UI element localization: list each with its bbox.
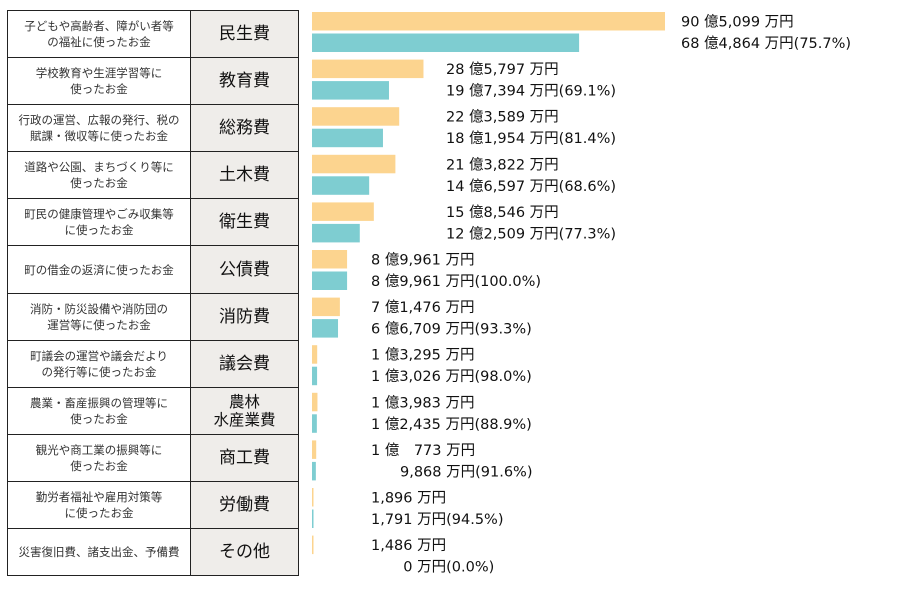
bar-spent [312, 509, 314, 528]
label-budget: 15 億8,546 万円 [446, 204, 559, 221]
table-row: 消防・防災設備や消防団の 運営等に使ったお金 消防費 [8, 293, 299, 341]
bar-budget [312, 202, 374, 221]
label-budget: 1,896 万円 [371, 491, 446, 507]
label-spent: 0 万円(0.0%) [403, 560, 494, 576]
label-budget: 90 億5,099 万円 [681, 14, 794, 31]
row-description: 子どもや高齢者、障がい者等 の福祉に使ったお金 [8, 11, 191, 58]
label-budget: 8 億9,961 万円 [371, 252, 474, 269]
label-budget: 1 億3,983 万円 [371, 394, 474, 411]
bar-spent [312, 128, 383, 148]
label-spent: 1 億2,435 万円(88.9%) [371, 416, 532, 433]
label-spent: 12 億2,509 万円(77.3%) [446, 225, 616, 242]
label-budget: 1,486 万円 [371, 538, 446, 554]
table-row: 町民の健康管理やごみ収集等 に使ったお金 衛生費 [8, 199, 299, 247]
label-spent: 8 億9,961 万円(100.0%) [371, 273, 541, 290]
bar-spent [312, 319, 339, 338]
row-description: 農業・畜産振興の管理等に 使ったお金 [8, 387, 191, 434]
bar-budget [312, 440, 317, 459]
bar-budget [312, 107, 400, 126]
table-row: 観光や商工業の振興等に 使ったお金 商工費 [8, 434, 299, 482]
bar-spent [312, 366, 318, 386]
row-description: 災害復旧費、諸支出金、予備費 [8, 529, 191, 576]
row-description: 町の借金の返済に使ったお金 [8, 246, 191, 293]
bar-spent [312, 176, 370, 195]
bar-budget [312, 392, 318, 412]
label-spent: 1 億3,026 万円(98.0%) [371, 368, 532, 385]
table-row: 子どもや高齢者、障がい者等 の福祉に使ったお金 民生費 [8, 11, 299, 59]
table-row: 町議会の運営や議会だより の発行等に使ったお金 議会費 [8, 340, 299, 388]
row-description: 行政の運営、広報の発行、税の 賦課・徴収等に使ったお金 [8, 105, 191, 152]
label-spent: 14 億6,597 万円(68.6%) [446, 178, 616, 195]
label-spent: 1,791 万円(94.5%) [371, 512, 504, 528]
bar-spent [312, 81, 389, 100]
row-category: 労働費 [191, 481, 299, 529]
row-description: 消防・防災設備や消防団の 運営等に使ったお金 [8, 293, 191, 340]
row-description: 町議会の運営や議会だより の発行等に使ったお金 [8, 340, 191, 387]
table-row: 行政の運営、広報の発行、税の 賦課・徴収等に使ったお金 総務費 [8, 105, 299, 153]
label-budget: 7 億1,476 万円 [371, 299, 474, 316]
label-budget: 21 億3,822 万円 [446, 156, 559, 173]
bar-budget [312, 154, 396, 174]
label-budget: 28 億5,797 万円 [446, 61, 559, 78]
row-description: 学校教育や生涯学習等に 使ったお金 [8, 58, 191, 105]
label-spent: 18 億1,954 万円(81.4%) [446, 130, 616, 147]
row-description: 町民の健康管理やごみ収集等 に使ったお金 [8, 199, 191, 246]
bar-spent [312, 223, 360, 243]
label-budget: 1 億 773 万円 [371, 442, 475, 459]
label-budget: 1 億3,295 万円 [371, 347, 474, 364]
row-category: 総務費 [191, 105, 299, 152]
bar-budget [312, 12, 665, 31]
category-table: 子どもや高齢者、障がい者等 の福祉に使ったお金 民生費 学校教育や生涯学習等に 使っ… [7, 10, 299, 577]
row-category: 消防費 [191, 293, 299, 340]
bar-spent [312, 271, 348, 290]
table-row: 道路や公園、まちづくり等に 使ったお金 土木費 [8, 152, 299, 200]
bar-budget [312, 345, 318, 364]
bar-spent [312, 461, 316, 481]
row-category: 土木費 [191, 152, 299, 199]
row-category: 商工費 [191, 434, 299, 481]
row-category: 公債費 [191, 246, 299, 293]
bar-budget [312, 250, 348, 269]
bar-budget [312, 488, 314, 507]
row-category: 教育費 [191, 58, 299, 105]
row-category: 農林 水産業費 [191, 387, 299, 434]
label-spent: 68 億4,864 万円(75.7%) [681, 35, 851, 52]
table-row: 災害復旧費、諸支出金、予備費 その他 [8, 529, 299, 577]
bar-spent [312, 33, 580, 52]
label-spent: 9,868 万円(91.6%) [400, 464, 533, 480]
table-row: 学校教育や生涯学習等に 使ったお金 教育費 [8, 58, 299, 106]
row-description: 観光や商工業の振興等に 使ったお金 [8, 434, 191, 481]
label-budget: 22 億3,589 万円 [446, 109, 559, 126]
bar-spent [312, 414, 317, 433]
table-row: 勤労者福祉や雇用対策等 に使ったお金 労働費 [8, 481, 299, 530]
row-description: 勤労者福祉や雇用対策等 に使ったお金 [8, 481, 191, 529]
bar-budget [312, 535, 314, 555]
row-category: 衛生費 [191, 199, 299, 246]
bar-budget [312, 297, 340, 317]
row-category: 民生費 [191, 11, 299, 58]
table-row: 町の借金の返済に使ったお金 公債費 [8, 246, 299, 294]
label-spent: 19 億7,394 万円(69.1%) [446, 83, 616, 100]
row-description: 道路や公園、まちづくり等に 使ったお金 [8, 152, 191, 199]
table-row: 農業・畜産振興の管理等に 使ったお金 農林 水産業費 [8, 387, 299, 435]
row-category: その他 [191, 529, 299, 576]
bar-budget [312, 59, 424, 79]
label-spent: 6 億6,709 万円(93.3%) [371, 321, 532, 338]
row-category: 議会費 [191, 340, 299, 387]
